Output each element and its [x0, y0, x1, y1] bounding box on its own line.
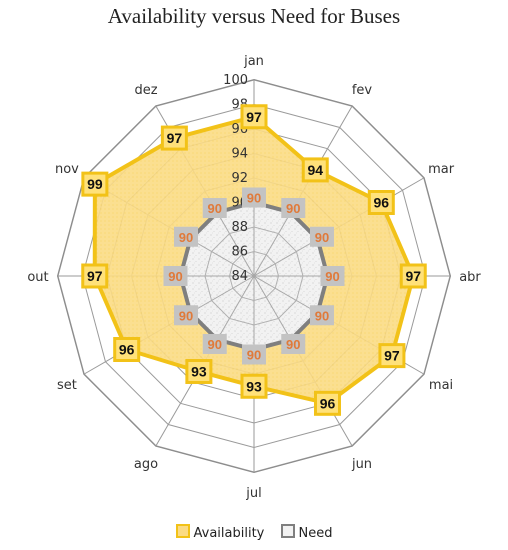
inner-ring-88	[204, 226, 304, 326]
legend-swatch-availability	[175, 524, 190, 538]
need-data-label-abr: 90	[325, 269, 339, 284]
need-data-label-jun: 90	[286, 337, 300, 352]
availability-label-box-jul	[240, 373, 268, 399]
availability-data-label-set: 96	[119, 342, 135, 358]
tick-label-92: 92	[231, 171, 248, 186]
need-data-label-out: 90	[168, 269, 182, 284]
availability-data-label-dez: 97	[167, 130, 183, 146]
availability-data-label-mai: 97	[384, 348, 400, 364]
inner-spoke-ago	[216, 275, 255, 340]
need-label-box-nov	[174, 226, 199, 247]
need-label-box-mai	[309, 305, 334, 326]
need-label-box-fev	[281, 198, 306, 219]
need-data-label-ago: 90	[208, 337, 222, 352]
availability-data-label-jul: 93	[246, 378, 262, 394]
inner-ring-86	[228, 250, 280, 302]
need-label-box-ago	[202, 333, 227, 354]
inner-spoke-set	[190, 275, 255, 314]
legend-label-need: Need	[298, 526, 333, 541]
axis-label-out: out	[27, 270, 48, 285]
availability-label-box-fev	[301, 157, 329, 183]
need-label-box-out	[163, 266, 188, 286]
availability-data-label-nov: 99	[87, 176, 103, 192]
availability-label-box-set	[113, 337, 141, 362]
availability-data-label-abr: 97	[405, 268, 421, 284]
legend-label-availability: Availability	[193, 526, 265, 541]
availability-data-label-out: 97	[87, 268, 103, 284]
need-label-box-dez	[202, 198, 227, 219]
availability-label-box-abr	[399, 263, 427, 289]
availability-label-box-out	[81, 263, 109, 289]
axis-label-set: set	[57, 378, 77, 393]
inner-spoke-fev	[253, 212, 292, 277]
need-label-box-set	[174, 305, 199, 326]
availability-data-label-mar: 96	[374, 195, 390, 211]
chart-title: Availability versus Need for Buses	[107, 4, 401, 28]
inner-spoke-mar	[253, 238, 318, 277]
axis-label-abr: abr	[459, 270, 481, 285]
need-data-label-dez: 90	[208, 201, 222, 216]
axis-label-jul: jul	[245, 486, 261, 501]
tick-label-94: 94	[231, 147, 248, 162]
availability-data-label-fev: 94	[307, 162, 323, 178]
axis-label-mar: mar	[428, 162, 455, 177]
need-label-box-mar	[309, 226, 334, 247]
axis-label-dez: dez	[134, 83, 157, 98]
legend: Availability Need	[0, 524, 508, 541]
axis-label-nov: nov	[55, 162, 79, 177]
tick-label-84: 84	[231, 269, 248, 284]
availability-label-box-ago	[185, 358, 213, 384]
availability-label-box-dez	[160, 125, 188, 151]
availability-label-box-jun	[314, 390, 341, 416]
availability-label-box-mar	[367, 190, 395, 215]
legend-swatch-need	[280, 524, 295, 538]
availability-data-label-jan: 97	[246, 109, 262, 125]
availability-label-box-nov	[81, 171, 109, 197]
axis-label-fev: fev	[352, 83, 373, 98]
need-data-label-jan: 90	[247, 191, 261, 206]
availability-label-box-mai	[378, 343, 406, 369]
availability-data-label-ago: 93	[191, 363, 207, 379]
need-label-box-jul	[242, 344, 266, 365]
need-data-label-mar: 90	[315, 230, 329, 245]
legend-item-availability: Availability	[175, 524, 265, 541]
need-label-box-jun	[281, 333, 306, 354]
availability-data-label-jun: 96	[320, 395, 336, 411]
axis-label-jan: jan	[243, 54, 264, 69]
need-label-box-abr	[320, 266, 345, 286]
need-data-label-jul: 90	[247, 348, 261, 363]
axis-label-jun: jun	[351, 457, 372, 472]
need-data-label-fev: 90	[286, 201, 300, 216]
axis-label-mai: mai	[429, 378, 453, 393]
inner-spoke-nov	[190, 238, 255, 277]
inner-spoke-jun	[253, 275, 292, 340]
tick-label-100: 100	[223, 73, 248, 88]
legend-item-need: Need	[280, 524, 333, 541]
inner-spoke-mai	[253, 275, 318, 314]
radar-labels: 8486889092949698100janfevmarabrmaijunjul…	[27, 54, 481, 501]
availability-label-box-jan	[240, 104, 268, 130]
need-data-label-mai: 90	[315, 308, 329, 323]
tick-label-86: 86	[231, 245, 248, 260]
need-label-box-jan	[242, 187, 266, 208]
inner-spoke-dez	[216, 212, 255, 277]
need-data-label-set: 90	[179, 308, 193, 323]
need-data-label-nov: 90	[179, 230, 193, 245]
axis-label-ago: ago	[134, 457, 158, 472]
tick-label-88: 88	[231, 220, 248, 235]
